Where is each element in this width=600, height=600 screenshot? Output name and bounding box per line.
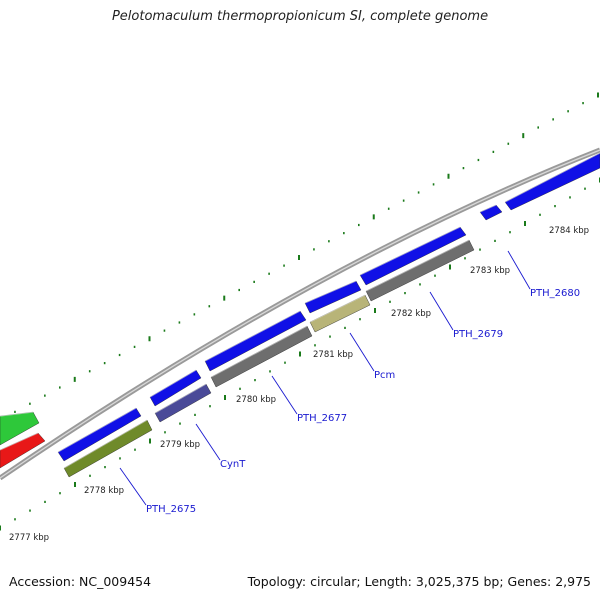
gene-pth2677-reverse-shine [210, 325, 308, 378]
gene-label-5: PTH_2679 [453, 329, 503, 340]
gene-pth2675-reverse [63, 419, 153, 478]
gene-pcm-reverse-shine [309, 294, 366, 323]
feature-track [0, 152, 600, 478]
kbp-label-8: 2784 kbp [549, 226, 589, 236]
topology-text: Topology: circular; Length: 3,025,375 bp… [247, 574, 591, 589]
gene-small-arrow [479, 204, 503, 221]
gene-label-6: PTH_2680 [530, 288, 580, 299]
label-leader-2 [195, 423, 221, 461]
label-leader-6 [507, 250, 531, 290]
kbp-label-3: 2779 kbp [160, 440, 200, 450]
label-leader-3 [271, 375, 298, 415]
gene-pth2679-arrow-shine [359, 226, 461, 276]
gene-cynt-arrow [149, 369, 202, 407]
gene-label-4: Pcm [374, 370, 395, 381]
inner-tick-ring [0, 177, 600, 531]
gene-pth2675-reverse-shine [63, 419, 148, 469]
gene-label-3: PTH_2677 [297, 413, 347, 424]
backbone [0, 147, 600, 481]
gene-pth2677-arrow-shine [204, 310, 301, 362]
kbp-label-7: 2783 kbp [470, 266, 510, 276]
gene-pth2677-reverse [210, 325, 313, 388]
gene-cynt-reverse [154, 383, 212, 423]
gene-pth2677-arrow [204, 310, 307, 372]
kbp-scale-labels: 2777 kbp 2778 kbp 2779 kbp 2780 kbp 2781 kbp… [9, 226, 589, 543]
gene-cynt-reverse-shine [154, 383, 207, 414]
kbp-label-4: 2780 kbp [236, 395, 276, 405]
kbp-label-2: 2778 kbp [84, 486, 124, 496]
gene-pcm-reverse [309, 294, 371, 333]
gene-small-arrow-shine [479, 204, 497, 213]
gene-pcm-arrow [304, 280, 362, 314]
label-leader-4 [349, 332, 375, 372]
gene-label-2: CynT [220, 459, 246, 470]
label-leader-5 [429, 291, 454, 331]
gene-pth2680-arrow [504, 152, 600, 211]
map-title: Pelotomaculum thermopropionicum SI, comp… [111, 9, 489, 24]
accession-text: Accession: NC_009454 [9, 574, 152, 589]
gene-pth2675-arrow-shine [57, 407, 137, 453]
gene-pth2679-reverse [365, 239, 475, 302]
gene-pth2675-arrow [57, 407, 142, 462]
gene-pth2680-arrow-shine [504, 152, 600, 203]
kbp-label-6: 2782 kbp [391, 309, 431, 319]
gene-left-red [0, 432, 46, 469]
label-leader-1 [119, 467, 147, 506]
gene-pth2679-arrow [359, 226, 467, 286]
kbp-label-1: 2777 kbp [9, 533, 49, 543]
backbone-highlight [0, 149, 600, 479]
gene-labels: PTH_2675 CynT PTH_2677 Pcm PTH_2679 PTH_2680 [119, 250, 580, 515]
gene-label-1: PTH_2675 [146, 504, 196, 515]
gene-left-red-shine [0, 432, 39, 451]
gene-cynt-arrow-shine [149, 369, 197, 398]
gene-left-green-shine [0, 411, 34, 417]
gene-left-green [0, 411, 40, 446]
outer-tick-ring [0, 92, 599, 423]
gene-pth2679-reverse-shine [365, 239, 470, 292]
gene-pcm-arrow-shine [304, 280, 357, 304]
kbp-label-5: 2781 kbp [313, 350, 353, 360]
